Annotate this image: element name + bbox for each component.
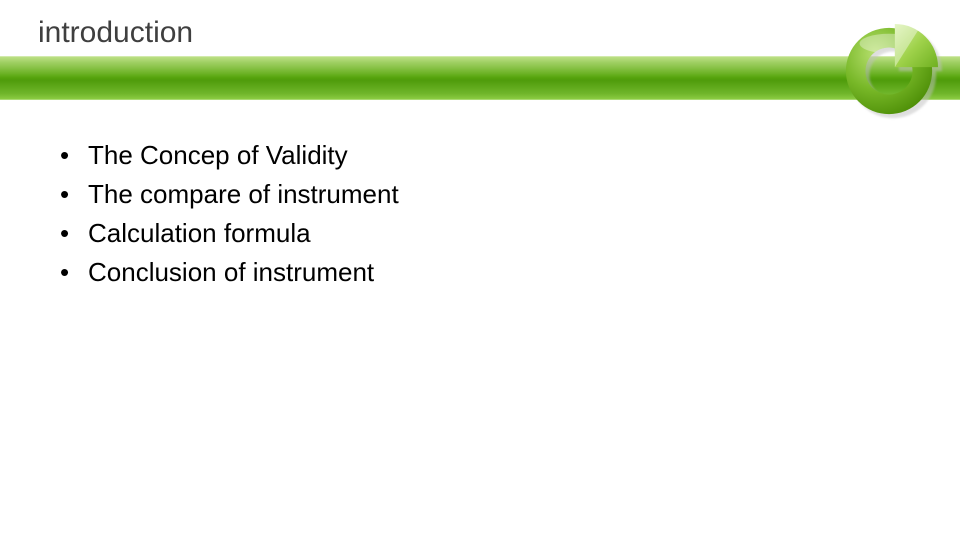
logo-icon: [840, 22, 938, 114]
bullet-icon: •: [60, 175, 88, 214]
list-item-text: Conclusion of instrument: [88, 253, 374, 292]
bullet-list: • The Concep of Validity • The compare o…: [60, 136, 960, 292]
list-item: • Calculation formula: [60, 214, 960, 253]
list-item: • Conclusion of instrument: [60, 253, 960, 292]
logo-graphic: [840, 22, 938, 120]
slide-title: introduction: [38, 16, 193, 50]
bullet-icon: •: [60, 214, 88, 253]
header-accent-bar: [0, 56, 960, 100]
list-item: • The compare of instrument: [60, 175, 960, 214]
list-item-text: The compare of instrument: [88, 175, 399, 214]
slide-content: • The Concep of Validity • The compare o…: [0, 100, 960, 292]
bullet-icon: •: [60, 136, 88, 175]
bullet-icon: •: [60, 253, 88, 292]
title-row: introduction: [0, 0, 960, 56]
list-item-text: The Concep of Validity: [88, 136, 348, 175]
list-item: • The Concep of Validity: [60, 136, 960, 175]
slide-header: introduction: [0, 0, 960, 100]
list-item-text: Calculation formula: [88, 214, 311, 253]
